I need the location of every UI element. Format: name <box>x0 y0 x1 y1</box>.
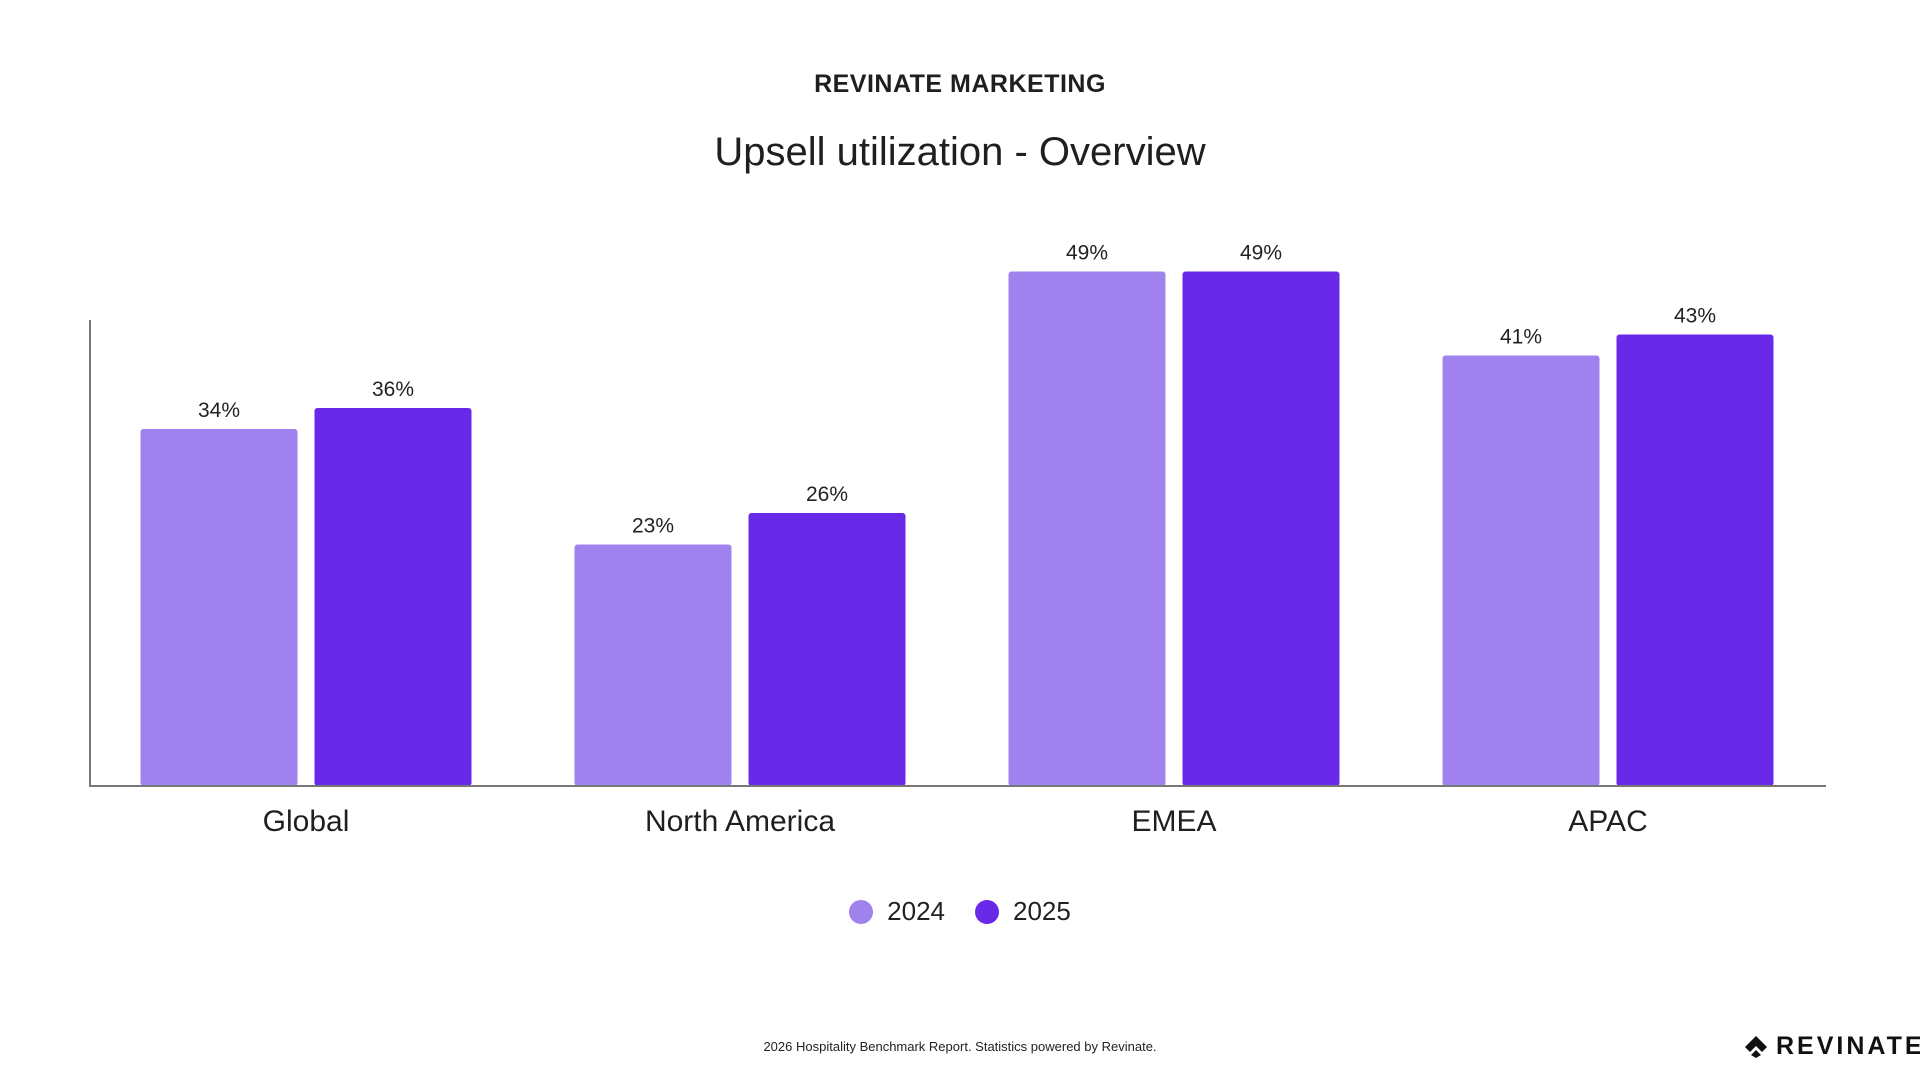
category-label-apac: APAC <box>1568 805 1647 838</box>
chart-category-labels: Global North America EMEA APAC <box>263 805 1648 838</box>
legend-item-2025: 2025 <box>975 896 1071 927</box>
footer-credit: 2026 Hospitality Benchmark Report. Stati… <box>763 1039 1157 1054</box>
value-label-apac-2024: 41% <box>1500 326 1542 349</box>
bar-apac-2025 <box>1616 334 1774 786</box>
legend-swatch-2025 <box>975 899 999 924</box>
value-label-north-america-2025: 26% <box>806 483 848 506</box>
chart-value-labels: 34% 36% 23% 26% 49% 49% 41% 43% <box>198 242 1716 538</box>
bar-north-america-2024 <box>574 544 732 786</box>
value-label-global-2025: 36% <box>372 378 414 401</box>
legend-item-2024: 2024 <box>849 896 945 927</box>
category-label-global: Global <box>263 805 350 838</box>
value-label-global-2024: 34% <box>198 399 240 422</box>
value-label-emea-2024: 49% <box>1066 242 1108 265</box>
report-eyebrow: REVINATE MARKETING <box>814 70 1106 98</box>
bar-apac-2024 <box>1442 355 1600 786</box>
bar-global-2024 <box>140 429 298 786</box>
revinate-logo: REVINATE <box>1744 1032 1920 1061</box>
revinate-logo-text: REVINATE <box>1776 1032 1920 1060</box>
chart-title: Upsell utilization - Overview <box>714 130 1206 174</box>
category-label-north-america: North America <box>645 805 835 838</box>
value-label-apac-2025: 43% <box>1674 305 1716 328</box>
category-label-emea: EMEA <box>1131 805 1216 838</box>
legend-label-2025: 2025 <box>1013 896 1071 926</box>
legend-label-2024: 2024 <box>887 896 945 926</box>
bar-north-america-2025 <box>748 513 906 786</box>
bar-emea-2025 <box>1182 271 1340 786</box>
chart-legend: 2024 2025 <box>0 896 1920 927</box>
bar-chart: 34% 36% 23% 26% 49% 49% 41% 43% Global North Ame… <box>89 242 1826 838</box>
bar-emea-2024 <box>1008 271 1166 786</box>
chart-bars <box>140 271 1774 786</box>
value-label-emea-2025: 49% <box>1240 242 1282 265</box>
bar-global-2025 <box>314 408 472 786</box>
legend-swatch-2024 <box>849 899 874 924</box>
value-label-north-america-2024: 23% <box>632 515 674 538</box>
revinate-logo-icon <box>1745 1035 1767 1058</box>
